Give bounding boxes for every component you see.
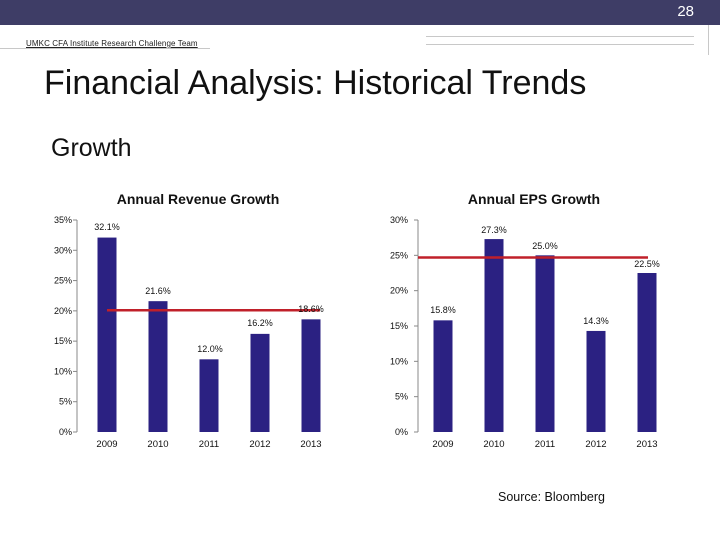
revenue-data-label: 12.0% [197, 344, 223, 354]
eps-bar [637, 273, 657, 432]
header-rule-left [0, 48, 210, 49]
eps-bar [433, 320, 453, 432]
eps-y-tick-label: 30% [390, 215, 408, 225]
page-title: Financial Analysis: Historical Trends [44, 64, 587, 102]
revenue-bar [250, 333, 270, 432]
eps-category-label: 2011 [535, 439, 555, 450]
revenue-y-tick-label: 5% [59, 397, 72, 407]
header-bar: 28 [0, 0, 720, 25]
eps-category-label: 2009 [432, 439, 453, 450]
revenue-category-label: 2011 [199, 439, 219, 450]
revenue-bar [199, 359, 219, 432]
revenue-data-label: 16.2% [247, 318, 273, 328]
revenue-category-label: 2013 [300, 439, 321, 450]
revenue-y-tick-label: 15% [54, 336, 72, 346]
header-rule-right-top [426, 36, 694, 37]
eps-growth-chart: Annual EPS Growth 0% 5% 10% 15% 20% 25% 30% 2009… [390, 191, 660, 450]
revenue-bar [148, 301, 168, 432]
source-note: Source: Bloomberg [498, 490, 606, 504]
eps-data-label: 25.0% [532, 241, 558, 251]
eps-data-label: 15.8% [430, 305, 456, 315]
eps-y-tick-label: 25% [390, 250, 408, 260]
eps-chart-title: Annual EPS Growth [468, 191, 600, 207]
eps-bar [586, 330, 606, 432]
revenue-bar [301, 319, 321, 432]
eps-bar [484, 239, 504, 432]
eps-data-label: 27.3% [481, 225, 507, 235]
revenue-category-label: 2010 [147, 439, 168, 450]
header-rule-right-bottom [426, 44, 694, 45]
revenue-y-tick-label: 20% [54, 306, 72, 316]
revenue-data-label: 32.1% [94, 222, 120, 232]
revenue-chart-title: Annual Revenue Growth [117, 191, 280, 207]
revenue-data-label: 21.6% [145, 286, 171, 296]
revenue-data-label: 18.6% [298, 304, 324, 314]
revenue-y-tick-label: 0% [59, 427, 72, 437]
revenue-y-tick-label: 30% [54, 245, 72, 255]
revenue-y-tick-label: 25% [54, 276, 72, 286]
eps-y-tick-label: 0% [395, 427, 408, 437]
section-subtitle: Growth [51, 134, 132, 162]
eps-y-tick-label: 20% [390, 286, 408, 296]
eps-category-label: 2013 [636, 439, 657, 450]
revenue-bar [97, 237, 117, 432]
team-label: UMKC CFA Institute Research Challenge Te… [26, 39, 198, 48]
eps-category-label: 2012 [585, 439, 606, 450]
revenue-growth-chart: Annual Revenue Growth 0% 5% 10% 15% 20% 25% 30%… [54, 191, 324, 450]
eps-y-tick-label: 15% [390, 321, 408, 331]
eps-data-label: 22.5% [634, 259, 660, 269]
eps-category-label: 2010 [483, 439, 504, 450]
eps-data-label: 14.3% [583, 316, 609, 326]
eps-y-tick-label: 10% [390, 356, 408, 366]
revenue-category-label: 2009 [96, 439, 117, 450]
page-number: 28 [677, 3, 694, 20]
eps-y-tick-label: 5% [395, 392, 408, 402]
revenue-category-label: 2012 [249, 439, 270, 450]
eps-bar [535, 255, 555, 432]
header-rule-vertical [708, 25, 709, 55]
revenue-y-tick-label: 10% [54, 366, 72, 376]
revenue-y-tick-label: 35% [54, 215, 72, 225]
